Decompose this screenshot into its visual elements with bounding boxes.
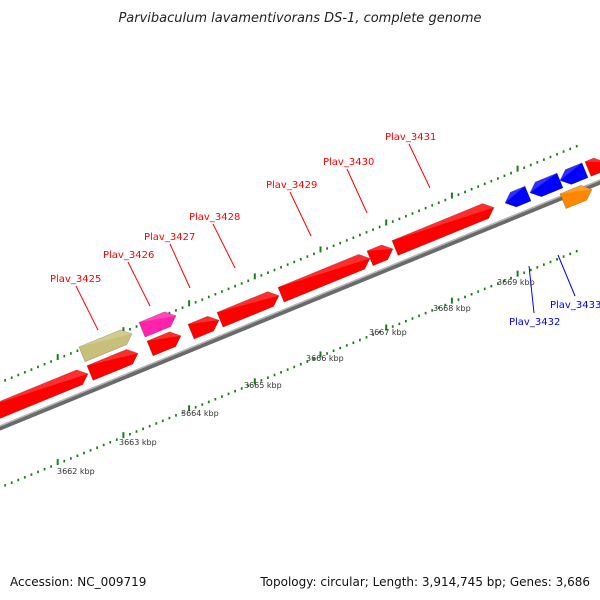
leader-line [408,143,431,189]
scale-label: 3666 kbp [306,354,344,363]
scale-label: 3662 kbp [57,467,95,476]
gene-plav-3427 [187,315,220,340]
gene-label-text: Plav_3433 [550,300,600,311]
gene-label-plav-3432: Plav_3432 [509,265,560,328]
gene-plav-3427-highlight [187,316,219,325]
gene-plav-3430-shape [366,244,394,267]
leader-line [212,223,236,269]
gene-plav-3430 [366,244,394,267]
gene-label-text: Plav_3425 [50,274,101,285]
gene-label-plav-3430: Plav_3430 [323,157,374,214]
gene-label-plav-3433: Plav_3433 [550,254,600,311]
accession-label: Accession: NC_009719 [10,575,146,589]
scale-label: 3664 kbp [181,409,219,418]
gene-plav-3433a-highlight [530,173,557,193]
gene-plav-3432 [504,185,532,208]
feature-olive [78,329,133,363]
gene-label-text: Plav_3428 [189,212,240,223]
scale-label: 3668 kbp [433,304,471,313]
gene-plav-3425-shape [86,349,139,381]
gene-plav-3424 [0,369,89,419]
feature-magenta [138,311,177,338]
leader-line [528,265,535,314]
feature-olive-highlight [78,329,132,347]
gene-plav-3434 [584,157,600,177]
feature-track [0,157,600,419]
gene-plav-3429-shape [277,254,371,303]
gene-plav-3433-shape [559,162,589,185]
gene-plav-3431-highlight [391,203,494,241]
gene-plav-3426-shape [146,331,182,357]
gene-plav-3434-highlight [584,158,600,162]
gene-label-plav-3429: Plav_3429 [266,180,317,237]
scale-label: 3669 kbp [497,278,535,287]
gene-plav-3425 [86,349,139,381]
scale-label: 3667 kbp [369,328,407,337]
gene-plav-3426 [146,331,182,357]
gene-label-text: Plav_3432 [509,317,560,328]
gene-plav-3432-highlight [505,186,525,204]
gene-label-text: Plav_3426 [103,250,154,261]
feature-magenta-highlight [138,311,176,323]
genome-summary: Topology: circular; Length: 3,914,745 bp… [259,575,590,589]
feature-orange-highlight [559,185,592,194]
gene-plav-3428 [216,291,280,328]
gene-label-plav-3431: Plav_3431 [385,132,436,189]
gene-plav-3433a [529,172,564,198]
gene-plav-3430-highlight [366,244,393,251]
gene-label-plav-3426: Plav_3426 [103,250,154,307]
feature-orange [559,185,593,210]
map-title: Parvibaculum lavamentivorans DS-1, compl… [118,11,481,26]
leader-line [289,191,312,237]
leader-line [346,168,368,214]
scale-label: 3665 kbp [244,381,282,390]
gene-plav-3426-highlight [146,331,181,342]
scale-labels: 3662 kbp 3663 kbp 3664 kbp 3665 kbp 3666 kbp… [57,278,535,476]
gene-plav-3432-shape [504,185,532,208]
gene-plav-3429-highlight [277,254,370,288]
gene-plav-3431-shape [391,203,495,256]
leader-line [169,243,191,289]
inner-tick-track [4,249,578,487]
gene-plav-3433-highlight [560,162,582,181]
scale-label: 3663 kbp [119,438,157,447]
gene-label-plav-3428: Plav_3428 [189,212,240,269]
gene-plav-3424-highlight [0,369,88,403]
gene-plav-3429 [277,254,371,303]
gene-label-text: Plav_3431 [385,132,436,143]
gene-plav-3427-shape [187,315,220,340]
genome-backbone [0,179,600,431]
gene-plav-3434-shape [584,157,600,177]
feature-olive-shape [78,329,133,363]
gene-labels: Plav_3425 Plav_3426 Plav_3427 Plav_3428 Plav… [50,132,600,331]
gene-plav-3428-highlight [216,291,279,313]
gene-label-plav-3425: Plav_3425 [50,274,101,331]
leader-line [557,254,576,297]
gene-label-text: Plav_3430 [323,157,374,168]
gene-label-text: Plav_3427 [144,232,195,243]
gene-plav-3424-shape [0,369,89,419]
gene-plav-3431 [391,203,495,256]
feature-orange-shape [559,185,593,210]
gene-label-plav-3427: Plav_3427 [144,232,195,289]
gene-label-text: Plav_3429 [266,180,317,191]
leader-line [75,285,99,331]
feature-magenta-shape [138,311,177,338]
gene-plav-3433 [559,162,589,185]
leader-line [127,261,151,307]
gene-plav-3428-shape [216,291,280,328]
gene-plav-3425-highlight [86,349,138,366]
